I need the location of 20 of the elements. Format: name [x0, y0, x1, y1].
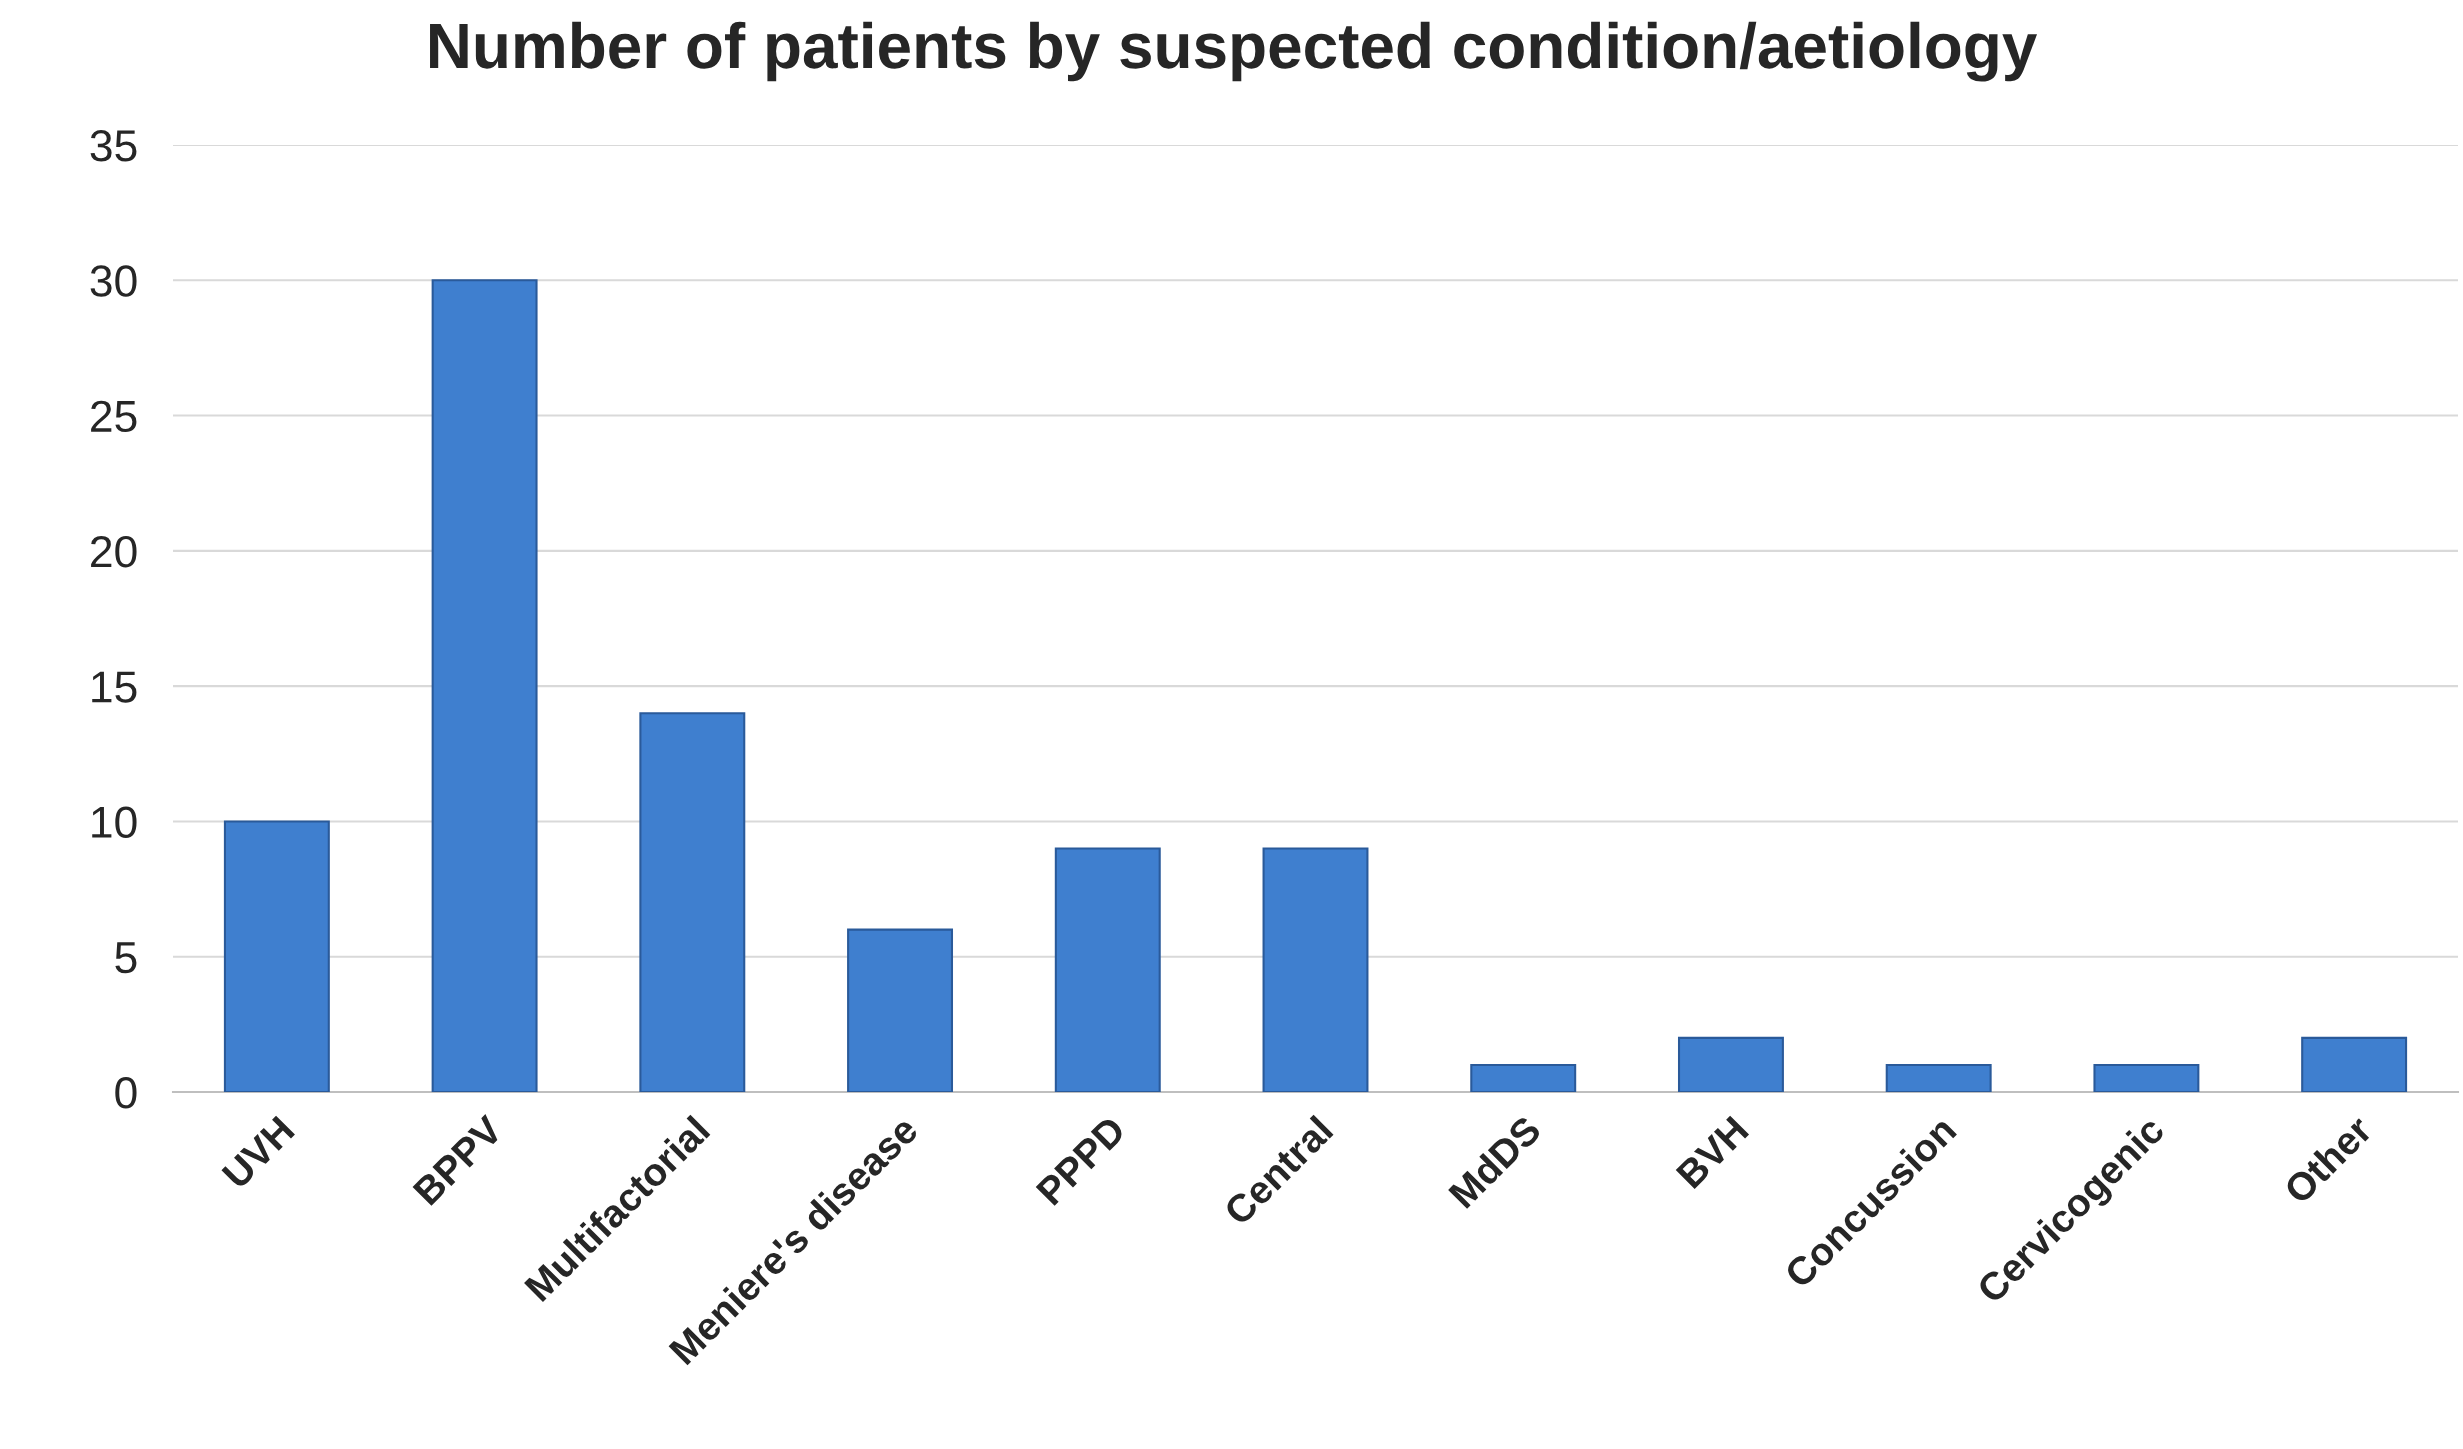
bar [639, 712, 746, 1092]
bar [1677, 1036, 1784, 1092]
y-tick-label: 20 [91, 535, 137, 568]
bar [1885, 1063, 1992, 1092]
chart-title: Number of patients by suspected condition/aetiology [430, 21, 2038, 82]
bar [1470, 1063, 1577, 1092]
y-tick-label: 0 [115, 1077, 137, 1109]
y-tick-label: 15 [92, 671, 137, 703]
bar [847, 928, 954, 1092]
y-tick-label: 25 [91, 400, 137, 433]
bar [223, 820, 330, 1092]
y-tick-label: 5 [115, 942, 137, 974]
bar [431, 279, 538, 1092]
bar [2093, 1063, 2200, 1092]
y-tick-label: 30 [90, 265, 137, 297]
y-tick-label: 35 [90, 130, 137, 162]
bar [1262, 847, 1369, 1092]
bar [2301, 1036, 2408, 1092]
bar [1054, 847, 1161, 1092]
y-tick-label: 10 [92, 806, 137, 838]
